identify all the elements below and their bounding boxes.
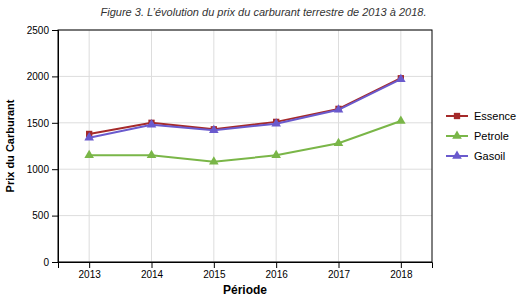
grid-line-x xyxy=(89,30,90,262)
series-line xyxy=(89,78,401,134)
plot-frame xyxy=(58,30,432,262)
grid-line-y xyxy=(58,169,432,170)
x-axis-tick-label: 2016 xyxy=(266,269,289,280)
grid-line-y xyxy=(58,76,432,77)
grid-line-x xyxy=(338,30,339,262)
series-marker xyxy=(84,132,94,140)
series-marker xyxy=(271,118,281,126)
legend-item: Essence xyxy=(446,110,516,122)
x-axis-tick-label: 2015 xyxy=(203,269,226,280)
y-axis-tick-mark xyxy=(52,76,58,77)
y-axis-tick-label: 0 xyxy=(43,257,49,268)
legend-marker xyxy=(454,113,460,119)
series-marker xyxy=(396,74,406,82)
chart: Figure 3. L’évolution du prix du carbura… xyxy=(0,0,527,302)
legend-label: Gasoil xyxy=(474,150,505,162)
plot: 2013 2014 2015 2016 2017 2018 0 500 1000 1500 2000… xyxy=(27,25,433,280)
title: Figure 3. L’évolution du prix du carbura… xyxy=(101,6,427,18)
grid-line-x xyxy=(400,30,401,262)
y-axis-tick: 0 xyxy=(43,257,58,268)
x-axis-tick-label: 2013 xyxy=(79,269,102,280)
legend-label: Petrole xyxy=(474,130,509,142)
series-line xyxy=(89,79,401,137)
y-axis-tick-label: 1500 xyxy=(27,118,50,129)
legend-marker xyxy=(452,130,462,138)
y-axis-tick-mark xyxy=(52,30,58,31)
series-marker xyxy=(334,104,344,112)
grid xyxy=(58,30,432,262)
y-axis: 0 500 1000 1500 2000 2500 xyxy=(27,25,59,268)
x-axis-tick: 2015 xyxy=(203,262,226,280)
x-axis-tick: 2016 xyxy=(266,262,289,280)
y-axis-tick-mark xyxy=(52,262,58,263)
y-axis-tick: 1500 xyxy=(27,118,58,129)
y-axis-tick-mark xyxy=(52,216,58,217)
legend-item: Gasoil xyxy=(446,150,505,162)
y-axis-tick-label: 2500 xyxy=(27,25,50,36)
series-marker xyxy=(84,150,94,158)
x-axis-tick-label: 2017 xyxy=(328,269,351,280)
y-axis-tick-label: 500 xyxy=(32,210,49,221)
legend-marker xyxy=(452,150,462,158)
y-axis-tick-mark xyxy=(52,123,58,124)
x-axis-tick-label: 2014 xyxy=(141,269,164,280)
x-axis-tick: 2017 xyxy=(328,262,351,280)
legend-label: Essence xyxy=(474,110,516,122)
x-axis-tick-mark xyxy=(339,262,340,268)
y-axis-title: Prix du Carburant xyxy=(4,99,16,192)
x-axis-tick-mark xyxy=(152,262,153,268)
y-axis-tick: 2000 xyxy=(27,71,58,82)
legend: Essence Petrole Gasoil xyxy=(446,110,516,162)
x-axis-tick-mark xyxy=(214,262,215,268)
x-axis: 2013 2014 2015 2016 2017 2018 xyxy=(59,262,433,280)
x-axis-tick: 2013 xyxy=(79,262,102,280)
x-axis-tick: 2018 xyxy=(390,262,413,280)
y-axis-tick: 2500 xyxy=(27,25,58,36)
x-axis-tick-label: 2018 xyxy=(390,269,413,280)
x-axis-tick-mark xyxy=(401,262,402,268)
y-axis-tick-label: 2000 xyxy=(27,71,50,82)
x-axis-line xyxy=(59,263,433,269)
x-axis-title: Période xyxy=(223,283,267,297)
series-marker xyxy=(147,150,157,158)
grid-line-x xyxy=(151,30,152,262)
series-marker xyxy=(209,125,219,133)
grid-line-y xyxy=(58,122,432,123)
grid-line-x xyxy=(213,30,214,262)
y-axis-tick: 500 xyxy=(32,210,58,221)
x-axis-tick: 2014 xyxy=(141,262,164,280)
y-axis-tick-label: 1000 xyxy=(27,164,50,175)
marks xyxy=(84,74,405,165)
series-marker xyxy=(209,156,219,164)
y-axis-tick-mark xyxy=(52,169,58,170)
series-marker xyxy=(147,119,157,127)
series-marker xyxy=(334,138,344,146)
series-marker xyxy=(271,150,281,158)
grid-line-y xyxy=(58,215,432,216)
legend-item: Petrole xyxy=(446,130,509,142)
series-marker xyxy=(396,115,406,123)
x-axis-tick-mark xyxy=(276,262,277,268)
y-axis-tick: 1000 xyxy=(27,164,58,175)
x-axis-tick-mark xyxy=(89,262,90,268)
grid-line-x xyxy=(276,30,277,262)
